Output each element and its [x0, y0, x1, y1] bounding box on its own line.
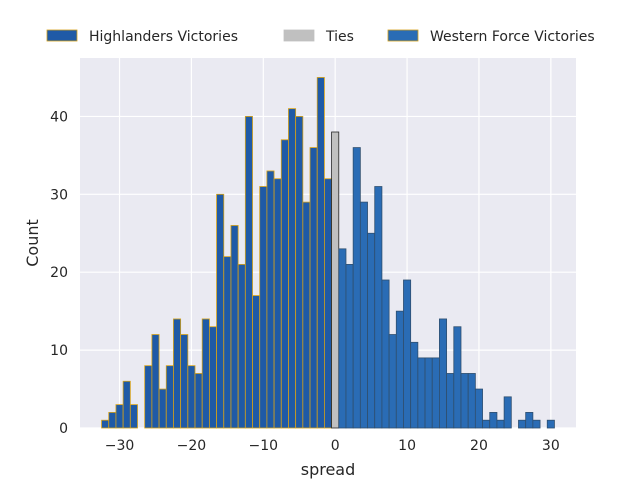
- histogram-bar: [223, 256, 232, 429]
- histogram-bar: [503, 396, 512, 429]
- x-tick-label: 0: [331, 438, 340, 454]
- x-tick-label: 20: [470, 438, 488, 454]
- histogram-bar: [288, 108, 297, 429]
- histogram-bar: [180, 334, 189, 429]
- legend-label: Ties: [325, 29, 354, 45]
- histogram-bar: [309, 147, 318, 429]
- legend-swatch: [283, 29, 315, 42]
- histogram-bar: [474, 388, 483, 429]
- x-axis-label: spread: [301, 460, 356, 479]
- histogram-bar: [194, 373, 203, 429]
- x-tick-label: 10: [398, 438, 416, 454]
- histogram-bar: [374, 186, 383, 429]
- histogram-bar: [424, 357, 433, 429]
- histogram-bar: [532, 419, 541, 429]
- histogram-bar: [273, 178, 282, 429]
- histogram-bar: [259, 186, 268, 429]
- y-axis-ticks: 0 10 20 30 40: [50, 109, 68, 437]
- histogram-bar: [165, 365, 174, 429]
- histogram-bar: [367, 232, 376, 429]
- legend-label: Western Force Victories: [430, 29, 595, 45]
- y-tick-label: 10: [50, 343, 68, 359]
- x-tick-label: −10: [249, 438, 279, 454]
- histogram-bar: [525, 412, 534, 429]
- histogram-bar: [201, 318, 210, 429]
- legend-label: Highlanders Victories: [89, 29, 238, 45]
- histogram-bar: [187, 365, 196, 429]
- histogram-bar: [467, 373, 476, 429]
- x-tick-label: −20: [177, 438, 207, 454]
- histogram-bar: [295, 116, 304, 429]
- histogram-bar: [518, 419, 527, 429]
- x-tick-label: 30: [542, 438, 560, 454]
- histogram-bar: [237, 264, 246, 429]
- histogram-bar: [482, 419, 491, 429]
- histogram-bar: [381, 279, 390, 429]
- histogram-bar: [115, 404, 124, 429]
- histogram-bar: [546, 419, 555, 429]
- histogram-bar: [352, 147, 361, 429]
- histogram-bar: [302, 201, 311, 429]
- histogram-bar: [144, 365, 153, 429]
- legend-swatch: [46, 29, 78, 42]
- y-tick-label: 30: [50, 187, 68, 203]
- histogram-bar: [338, 248, 347, 429]
- histogram-bar: [158, 388, 167, 429]
- legend: Highlanders Victories Ties Western Force V…: [46, 29, 595, 45]
- histogram-bar: [460, 373, 469, 429]
- histogram-bar: [151, 334, 160, 429]
- histogram-bar: [173, 318, 182, 429]
- histogram-bar: [230, 225, 239, 429]
- histogram-bar: [439, 318, 448, 429]
- histogram-bar: [395, 310, 404, 429]
- histogram-bar: [324, 178, 332, 429]
- x-axis-ticks: −30 −20 −10 0 10 20 30: [105, 438, 560, 454]
- histogram-bar: [316, 77, 325, 429]
- histogram-bar: [410, 341, 419, 429]
- histogram-bar: [252, 295, 261, 429]
- histogram-bar: [108, 412, 117, 429]
- histogram-bar: [101, 419, 110, 429]
- legend-swatch: [387, 29, 419, 42]
- histogram-bar: [359, 201, 368, 429]
- histogram-bars: [101, 77, 555, 429]
- histogram-bar: [431, 357, 440, 429]
- histogram-bar: [489, 412, 498, 429]
- histogram-bar: [244, 116, 253, 429]
- histogram-bar: [266, 170, 275, 429]
- histogram-bar: [216, 193, 225, 429]
- histogram-bar: [417, 357, 426, 429]
- histogram-bar: [129, 404, 138, 429]
- histogram-bar: [496, 419, 505, 429]
- histogram-bar: [331, 131, 340, 429]
- y-tick-label: 0: [59, 421, 68, 437]
- histogram-bar: [446, 373, 455, 429]
- histogram-bar: [208, 326, 217, 429]
- histogram-bar: [453, 326, 462, 429]
- histogram-bar: [403, 279, 412, 429]
- histogram-bar: [345, 264, 354, 429]
- y-tick-label: 40: [50, 109, 68, 125]
- histogram-bar: [280, 139, 289, 429]
- x-tick-label: −30: [105, 438, 135, 454]
- histogram-bar: [122, 380, 131, 429]
- histogram-bar: [388, 334, 397, 429]
- y-tick-label: 20: [50, 265, 68, 281]
- y-axis-label: Count: [23, 219, 42, 267]
